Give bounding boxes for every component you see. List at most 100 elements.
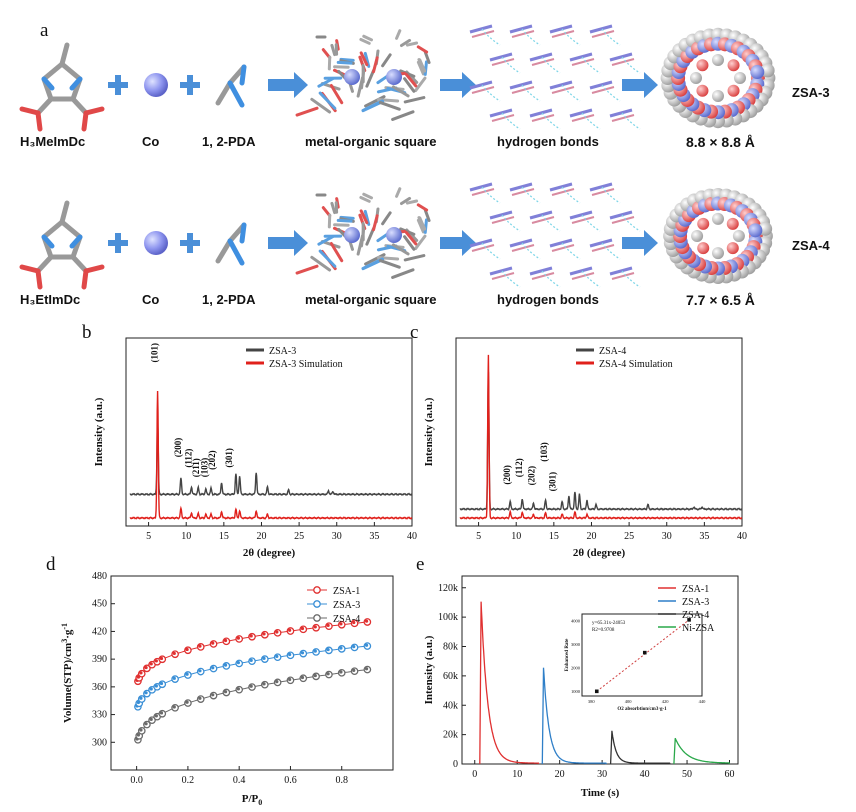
pda-nitrogen xyxy=(227,238,245,266)
series-line-zsa-3-simulation xyxy=(129,390,413,520)
pda-nitrogen xyxy=(239,64,247,86)
square-bond xyxy=(362,192,373,200)
hbond-layer xyxy=(509,182,533,192)
atom-sphere xyxy=(727,59,740,72)
y-tick-label: 480 xyxy=(92,571,107,582)
hbond-layer xyxy=(591,188,615,196)
data-point-core xyxy=(139,671,143,675)
series-line-zsa-3 xyxy=(541,667,607,765)
hbond-layer xyxy=(471,30,495,38)
o2-release-chart: 0 10 20 30 40 50 60 0 20k 40k 60k 80k 100k 120k Time (… xyxy=(423,575,739,799)
x-tick-label: 20 xyxy=(256,531,266,542)
x-tick-label: 35 xyxy=(369,531,379,542)
data-point-core xyxy=(236,636,240,640)
atom-sphere xyxy=(726,217,739,230)
x-tick-label: 40 xyxy=(640,769,650,780)
x-tick-label: 25 xyxy=(624,531,634,542)
hbond-layer xyxy=(609,52,633,62)
hbond-dash xyxy=(541,56,561,74)
inset-x-label: O2 absorbtion/cm3·g-1 xyxy=(617,707,667,712)
square-bond xyxy=(365,68,376,88)
square-bond xyxy=(416,203,429,212)
row2-linker-label: 1, 2-PDA xyxy=(202,292,256,307)
carboxyl-o xyxy=(35,110,43,132)
square-bond xyxy=(317,235,335,246)
hbond-dash xyxy=(481,186,501,204)
square-bond xyxy=(339,57,355,62)
carboxyl-o xyxy=(81,268,89,290)
hbond-dash xyxy=(561,28,581,46)
square-bond xyxy=(400,196,412,206)
hbond-layer xyxy=(591,86,615,94)
square-bond xyxy=(391,110,415,121)
hbond-layer xyxy=(609,266,633,276)
inset-data-point xyxy=(594,689,599,694)
square-bond xyxy=(391,85,410,98)
y-label-sup: 3 xyxy=(60,639,69,643)
atom-sphere xyxy=(696,84,709,97)
data-point-core xyxy=(223,690,228,694)
nitrogen-bond xyxy=(69,76,83,91)
square-bond xyxy=(360,69,366,90)
data-point-core xyxy=(139,728,143,732)
hbond-layer xyxy=(569,266,593,276)
x-tick-label: 30 xyxy=(597,769,607,780)
data-point-core xyxy=(262,682,266,686)
x-tick-label: 15 xyxy=(549,531,559,542)
square-bond xyxy=(423,50,431,64)
cobalt-center xyxy=(386,227,402,243)
inset-y-tick-label: 1000 xyxy=(571,689,581,694)
square-bond xyxy=(365,226,376,246)
hbond-dash xyxy=(521,28,541,46)
hbond-layer xyxy=(549,24,573,34)
legend-marker xyxy=(313,586,321,594)
y-tick-label: 420 xyxy=(92,626,107,637)
hbond-layer xyxy=(511,244,535,252)
y-axis-label: Volume(STP)/cm3·g-1 xyxy=(60,623,74,723)
atom-sphere xyxy=(734,72,746,84)
y-tick-label: 300 xyxy=(92,737,107,748)
hbond-dash xyxy=(541,270,561,288)
data-point-core xyxy=(262,632,266,636)
atom-sphere xyxy=(697,217,710,230)
atom-sphere xyxy=(696,59,709,72)
row1-pore-label: 8.8 × 8.8 Å xyxy=(686,134,755,150)
y-axis-label: Intensity (a.u.) xyxy=(93,397,105,466)
data-point-core xyxy=(198,696,202,700)
hbond-layer xyxy=(509,80,533,90)
square-bond xyxy=(310,97,332,114)
carboxyl-o xyxy=(35,268,43,290)
inset-x-tick-label: 440 xyxy=(699,699,707,704)
legend-label: ZSA-4 Simulation xyxy=(599,359,673,370)
x-tick-label: 5 xyxy=(146,531,151,542)
hbond-layer xyxy=(571,58,595,66)
data-point-core xyxy=(352,645,356,649)
peak-annotation: (103) xyxy=(539,442,549,462)
legend-label: ZSA-1 xyxy=(682,584,709,595)
peak-annotation: (103) xyxy=(199,458,209,478)
y-tick-label: 330 xyxy=(92,710,107,721)
series-line-zsa-1 xyxy=(479,601,540,765)
data-point-core xyxy=(185,700,189,704)
hbond-layer xyxy=(551,30,575,38)
row2-pore-label: 7.7 × 6.5 Å xyxy=(686,292,755,308)
square-bond xyxy=(405,199,419,205)
square-bond xyxy=(403,96,426,104)
x-tick-label: 25 xyxy=(294,531,304,542)
carboxyl-bond xyxy=(70,254,89,274)
data-point-core xyxy=(288,677,292,682)
y-tick-label: 20k xyxy=(443,730,458,741)
inset-r2: R2=0.9708 xyxy=(592,628,615,633)
data-point-core xyxy=(313,673,317,678)
plot-frame xyxy=(125,337,413,527)
atom-sphere xyxy=(750,65,765,80)
reaction-arrow xyxy=(622,230,658,256)
legend-label: ZSA-4 xyxy=(333,614,360,625)
y-axis-label: Intensity (a.u.) xyxy=(423,397,435,466)
square-bond xyxy=(423,60,428,76)
nitrogen-bond xyxy=(41,76,55,91)
data-point-core xyxy=(172,705,176,709)
square-bond xyxy=(391,268,415,279)
hbond-dash xyxy=(581,56,601,74)
pda-bond xyxy=(215,238,233,264)
